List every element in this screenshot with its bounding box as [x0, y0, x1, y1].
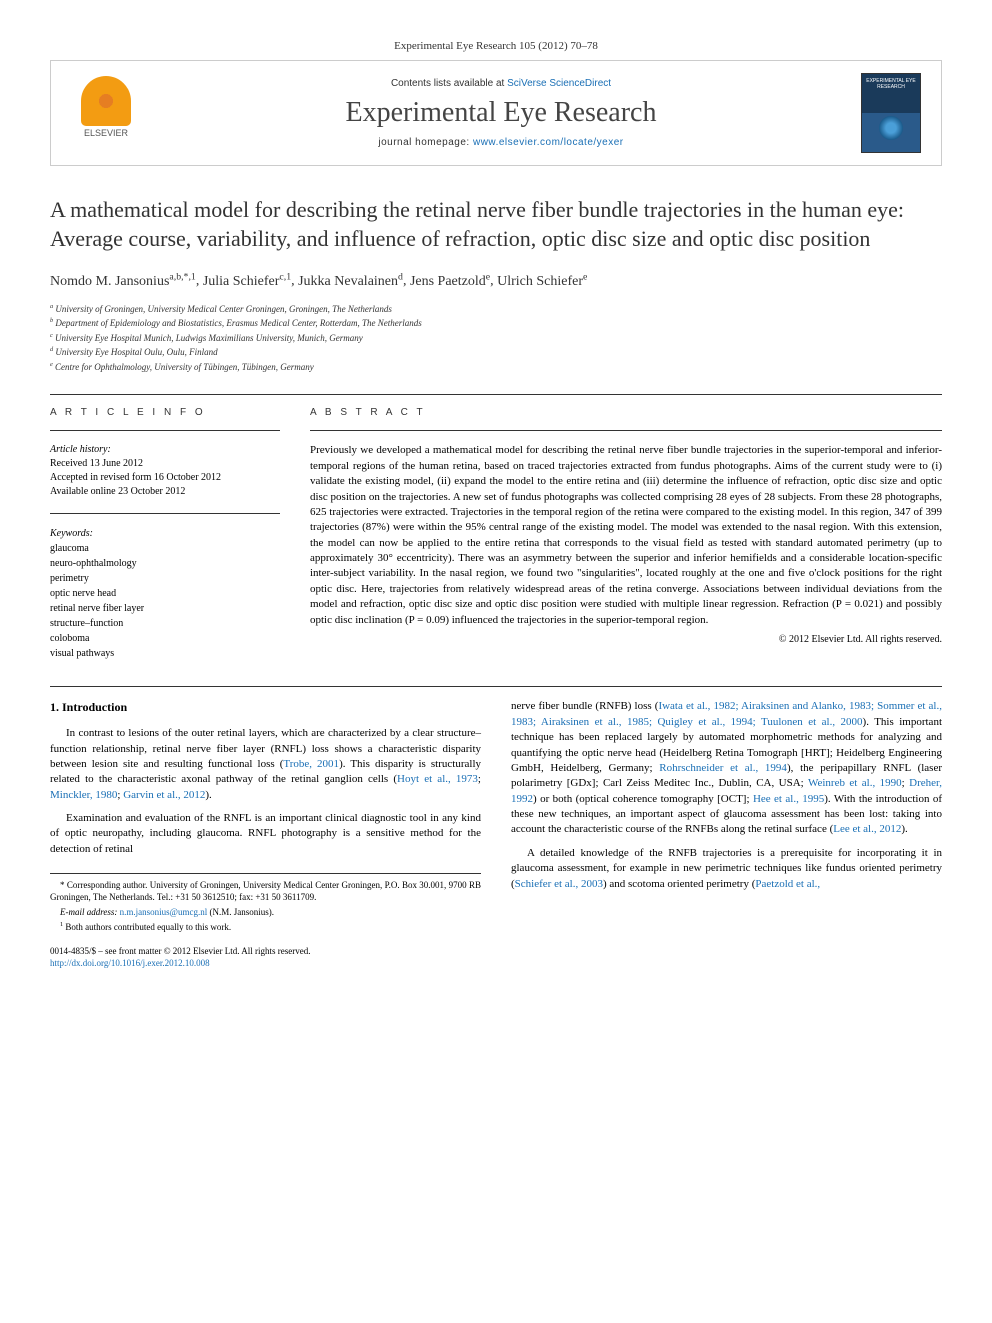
abstract-text: Previously we developed a mathematical m… — [310, 443, 942, 628]
citation-link[interactable]: Trobe, 2001 — [283, 758, 339, 770]
abstract-header: A B S T R A C T — [310, 407, 942, 418]
citation-link[interactable]: Paetzold et al., — [755, 878, 820, 890]
homepage-url[interactable]: www.elsevier.com/locate/yexer — [473, 137, 624, 148]
email-note: E-mail address: n.m.jansonius@umcg.nl (N… — [50, 907, 481, 919]
revised-date: Accepted in revised form 16 October 2012 — [50, 471, 280, 485]
body-right-column: nerve fiber bundle (RNFB) loss (Iwata et… — [511, 699, 942, 969]
keyword: coloboma — [50, 631, 280, 646]
divider — [50, 513, 280, 514]
body-paragraph: Examination and evaluation of the RNFL i… — [50, 811, 481, 857]
divider — [310, 430, 942, 431]
page-container: Experimental Eye Research 105 (2012) 70–… — [0, 0, 992, 1009]
affiliations-list: a University of Groningen, University Me… — [50, 302, 942, 375]
header-top-row: ELSEVIER Contents lists available at Sci… — [71, 73, 921, 153]
keyword: optic nerve head — [50, 586, 280, 601]
citation-link[interactable]: Weinreb et al., 1990 — [808, 777, 902, 789]
body-paragraph: In contrast to lesions of the outer reti… — [50, 726, 481, 803]
body-paragraph: A detailed knowledge of the RNFB traject… — [511, 846, 942, 892]
citation-link[interactable]: Hoyt et al., 1973 — [397, 773, 478, 785]
citation-link[interactable]: Rohrschneider et al., 1994 — [659, 762, 787, 774]
author: Nomdo M. Jansoniusa,b,*,1 — [50, 274, 196, 289]
equal-contribution-note: 1 Both authors contributed equally to th… — [50, 921, 481, 934]
citation-link[interactable]: Schiefer et al., 2003 — [515, 878, 603, 890]
section-title: 1. Introduction — [50, 699, 481, 716]
footnotes: * Corresponding author. University of Gr… — [50, 873, 481, 934]
citation-link[interactable]: Minckler, 1980 — [50, 789, 117, 801]
affiliation: c University Eye Hospital Munich, Ludwig… — [50, 331, 942, 346]
info-abstract-row: A R T I C L E I N F O Article history: R… — [50, 407, 942, 661]
article-title: A mathematical model for describing the … — [50, 196, 942, 253]
authors-line: Nomdo M. Jansoniusa,b,*,1, Julia Schiefe… — [50, 271, 942, 290]
divider — [50, 430, 280, 431]
keyword: retinal nerve fiber layer — [50, 601, 280, 616]
homepage-prefix: journal homepage: — [378, 137, 473, 148]
divider — [50, 686, 942, 687]
body-paragraph: nerve fiber bundle (RNFB) loss (Iwata et… — [511, 699, 942, 838]
sciencedirect-link[interactable]: SciVerse ScienceDirect — [507, 78, 611, 89]
cover-text: EXPERIMENTAL EYE RESEARCH — [862, 74, 920, 90]
footer: 0014-4835/$ – see front matter © 2012 El… — [50, 946, 481, 969]
publisher-name: ELSEVIER — [84, 128, 128, 138]
citation-header: Experimental Eye Research 105 (2012) 70–… — [50, 40, 942, 52]
affiliation: a University of Groningen, University Me… — [50, 302, 942, 317]
author: Jens Paetzolde — [410, 274, 490, 289]
contents-prefix: Contents lists available at — [391, 78, 507, 89]
author: Julia Schieferc,1 — [203, 274, 291, 289]
issn-line: 0014-4835/$ – see front matter © 2012 El… — [50, 946, 481, 958]
affiliation: d University Eye Hospital Oulu, Oulu, Fi… — [50, 345, 942, 360]
journal-name: Experimental Eye Research — [141, 97, 861, 129]
divider — [50, 394, 942, 395]
keyword: visual pathways — [50, 646, 280, 661]
abstract-column: A B S T R A C T Previously we developed … — [310, 407, 942, 661]
corresponding-author-note: * Corresponding author. University of Gr… — [50, 880, 481, 903]
author: Jukka Nevalainend — [298, 274, 403, 289]
journal-header-box: ELSEVIER Contents lists available at Sci… — [50, 60, 942, 166]
affiliation: b Department of Epidemiology and Biostat… — [50, 316, 942, 331]
online-date: Available online 23 October 2012 — [50, 485, 280, 499]
email-link[interactable]: n.m.jansonius@umcg.nl — [120, 907, 208, 917]
article-info-column: A R T I C L E I N F O Article history: R… — [50, 407, 280, 661]
keyword: structure–function — [50, 616, 280, 631]
keyword: perimetry — [50, 571, 280, 586]
article-history: Article history: Received 13 June 2012 A… — [50, 443, 280, 499]
doi-link[interactable]: http://dx.doi.org/10.1016/j.exer.2012.10… — [50, 958, 481, 970]
journal-cover-thumbnail[interactable]: EXPERIMENTAL EYE RESEARCH — [861, 73, 921, 153]
keyword: neuro-ophthalmology — [50, 556, 280, 571]
header-center: Contents lists available at SciVerse Sci… — [141, 78, 861, 148]
body-columns: 1. Introduction In contrast to lesions o… — [50, 699, 942, 969]
contents-available-line: Contents lists available at SciVerse Sci… — [141, 78, 861, 89]
homepage-line: journal homepage: www.elsevier.com/locat… — [141, 137, 861, 148]
citation-link[interactable]: Garvin et al., 2012 — [123, 789, 205, 801]
elsevier-tree-icon — [81, 76, 131, 126]
history-label: Article history: — [50, 443, 280, 457]
elsevier-logo[interactable]: ELSEVIER — [71, 76, 141, 151]
keywords-block: Keywords: glaucoma neuro-ophthalmology p… — [50, 526, 280, 661]
citation-link[interactable]: Hee et al., 1995 — [753, 793, 824, 805]
article-info-header: A R T I C L E I N F O — [50, 407, 280, 418]
body-left-column: 1. Introduction In contrast to lesions o… — [50, 699, 481, 969]
citation-link[interactable]: Lee et al., 2012 — [833, 823, 901, 835]
received-date: Received 13 June 2012 — [50, 457, 280, 471]
affiliation: e Centre for Ophthalmology, University o… — [50, 360, 942, 375]
abstract-copyright: © 2012 Elsevier Ltd. All rights reserved… — [310, 634, 942, 645]
keywords-label: Keywords: — [50, 526, 280, 541]
author: Ulrich Schiefere — [497, 274, 587, 289]
keyword: glaucoma — [50, 541, 280, 556]
